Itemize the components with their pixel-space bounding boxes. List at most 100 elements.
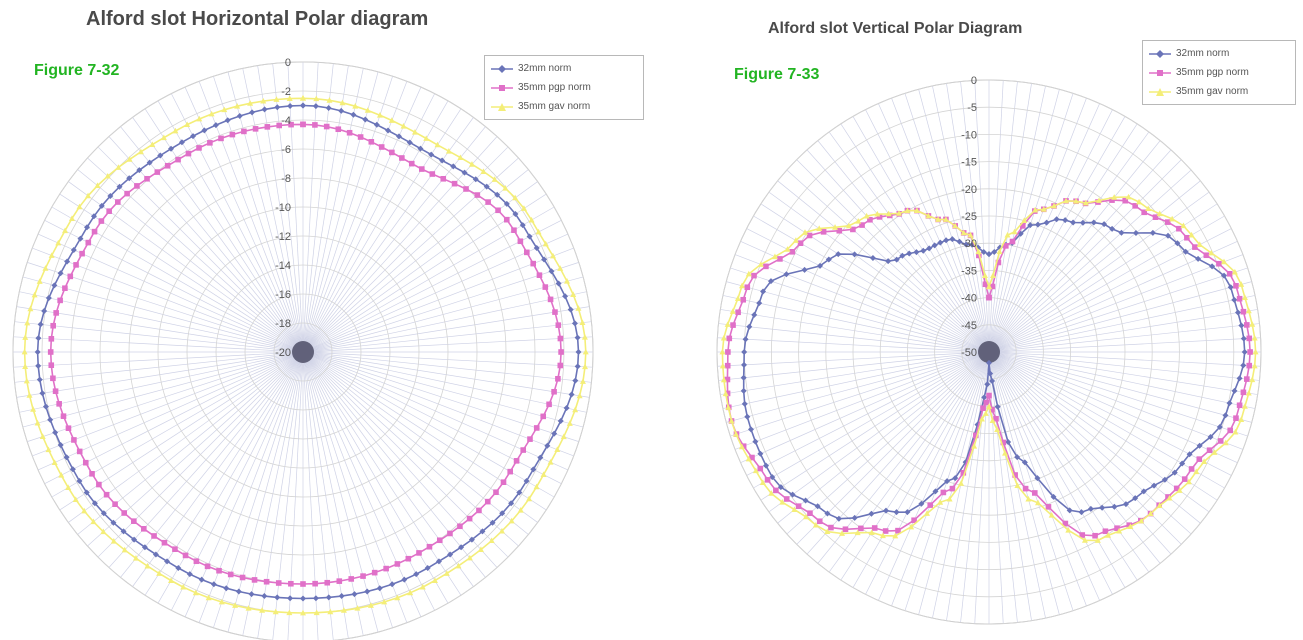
data-point [168, 145, 175, 152]
data-point [172, 127, 179, 134]
data-point [224, 117, 231, 124]
data-point [488, 537, 495, 544]
data-point [1111, 503, 1118, 510]
data-point [530, 260, 537, 267]
data-point [937, 499, 944, 505]
data-point [729, 308, 736, 314]
data-point [232, 602, 239, 608]
ring-gridline [157, 206, 449, 498]
data-point [574, 363, 581, 370]
data-point [1014, 454, 1021, 461]
data-point [1161, 476, 1168, 483]
data-point [406, 139, 413, 146]
data-point [981, 394, 988, 401]
data-point [863, 212, 870, 219]
data-point [513, 458, 520, 464]
data-point [178, 139, 185, 146]
data-point [287, 595, 294, 602]
data-point [876, 214, 883, 220]
data-point [777, 256, 783, 262]
data-point [1099, 504, 1106, 511]
data-point [828, 524, 834, 531]
data-point [986, 392, 992, 399]
data-point [352, 103, 359, 109]
data-point [943, 237, 950, 244]
data-point [94, 182, 101, 189]
ring-gridline [798, 161, 1180, 543]
data-point [210, 581, 217, 588]
data-point [986, 359, 992, 366]
data-point [1101, 221, 1108, 228]
data-point [564, 278, 571, 284]
data-point [36, 376, 43, 383]
data-point [55, 239, 62, 246]
data-point [1164, 219, 1171, 225]
data-point [845, 222, 852, 229]
data-point [275, 580, 282, 586]
data-point [132, 555, 139, 561]
data-point [60, 413, 67, 419]
data-point [835, 515, 842, 522]
data-point [50, 322, 56, 329]
data-point [757, 450, 764, 457]
data-point [494, 191, 501, 198]
data-point [83, 489, 90, 496]
data-point [730, 322, 736, 328]
data-point [53, 310, 59, 316]
r-tick-label: -15 [961, 157, 977, 169]
data-point [1025, 495, 1032, 502]
data-point [324, 579, 331, 586]
data-point [927, 502, 934, 508]
data-point [982, 281, 989, 288]
data-point [1122, 197, 1129, 204]
data-point [51, 282, 58, 289]
data-point [720, 334, 727, 341]
data-point [1034, 499, 1041, 506]
data-point [746, 323, 753, 330]
data-point [1138, 517, 1145, 524]
r-tick-label: -4 [281, 115, 291, 127]
data-point [468, 161, 475, 167]
data-point [1244, 376, 1250, 382]
data-point [740, 387, 747, 394]
data-point [745, 270, 752, 277]
data-point [1073, 198, 1080, 204]
data-point [868, 510, 875, 517]
data-point [472, 176, 479, 183]
ring-gridline [961, 324, 1017, 380]
data-point [110, 519, 117, 526]
data-point [362, 116, 369, 123]
data-point [146, 159, 153, 166]
data-point [1227, 427, 1233, 434]
data-point [152, 551, 159, 558]
data-point [445, 148, 452, 154]
data-point [30, 406, 37, 412]
data-point [572, 406, 579, 413]
data-point [201, 127, 208, 134]
data-point [530, 466, 537, 473]
data-point [39, 433, 46, 439]
data-point [1079, 219, 1086, 226]
data-point [378, 144, 385, 150]
data-point [368, 139, 375, 145]
data-point [1136, 198, 1143, 205]
data-point [969, 241, 976, 248]
data-point [325, 594, 332, 601]
r-tick-label: 0 [971, 75, 977, 87]
data-point [72, 496, 79, 502]
data-point [45, 294, 52, 301]
data-point [854, 529, 861, 536]
data-point [461, 169, 468, 176]
data-point [466, 515, 473, 522]
data-point [37, 321, 44, 328]
data-point [495, 207, 501, 214]
data-point [1233, 283, 1239, 289]
data-point [22, 334, 29, 340]
data-point [802, 513, 809, 520]
data-point [719, 362, 726, 369]
data-point [960, 229, 967, 236]
data-point [1196, 442, 1203, 449]
data-point [560, 433, 567, 440]
data-point [779, 498, 786, 505]
data-point [489, 519, 496, 526]
